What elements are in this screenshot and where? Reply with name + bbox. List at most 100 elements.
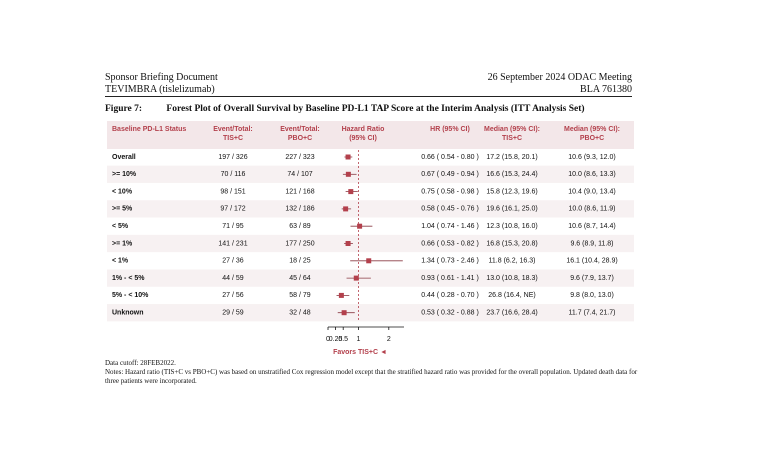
x-tick-label: 0 [326,336,330,343]
cell: 9.6 (7.9, 13.7) [570,275,614,282]
row-band [107,304,634,322]
cell: 0.66 ( 0.53 - 0.82 ) [421,240,479,247]
header-rule [105,96,632,97]
cell: 74 / 107 [287,171,312,178]
cell: 13.0 (10.8, 18.3) [486,275,537,282]
figure-label: Figure 7: [105,104,143,114]
cell: 97 / 172 [220,206,245,213]
cell: 44 / 59 [222,275,244,282]
cell: 10.0 (8.6, 13.3) [568,171,615,178]
cell: 11.7 (7.4, 21.7) [569,310,616,317]
x-tick-label: 2 [387,336,391,343]
cell: 10.6 (9.3, 12.0) [568,154,615,161]
cell: 17.2 (15.8, 20.1) [486,154,537,161]
cell: 45 / 64 [289,275,311,282]
cell: 98 / 151 [220,188,245,195]
column-header: Median (95% CI): [484,126,540,133]
header-right: 26 September 2024 ODAC Meeting BLA 76138… [488,72,632,96]
row-label: Overall [112,154,136,161]
cell: 19.6 (16.1, 25.0) [486,206,537,213]
row-label: 5% - < 10% [112,292,149,299]
column-header: Baseline PD-L1 Status [112,126,186,133]
row-label: < 1% [112,258,129,265]
hr-marker [353,275,359,281]
cell: 121 / 168 [285,188,314,195]
cell: 26.8 (16.4, NE) [488,292,535,299]
cell: 132 / 186 [285,206,314,213]
figure-title: Forest Plot of Overall Survival by Basel… [166,104,585,114]
hr-marker [338,292,344,298]
cell: 16.1 (10.4, 28.9) [566,258,617,265]
cell: 197 / 326 [218,154,247,161]
hr-marker [366,258,372,264]
cell: 227 / 323 [285,154,314,161]
cell: 32 / 48 [289,310,311,317]
hr-marker [341,310,347,316]
cell: 0.67 ( 0.49 - 0.94 ) [421,171,479,178]
cell: 10.6 (8.7, 14.4) [568,223,615,230]
hr-marker [357,223,363,229]
cell: 16.6 (15.3, 24.4) [486,171,537,178]
column-header: PBO+C [580,135,604,142]
cell: 10.0 (8.6, 11.9) [569,206,616,213]
header-text: BLA 761380 [580,84,632,95]
hr-marker [348,189,354,195]
header-text: Sponsor Briefing Document [105,72,218,83]
hr-marker [345,241,351,246]
row-label: < 10% [112,188,133,195]
cell: 0.44 ( 0.28 - 0.70 ) [421,292,479,299]
x-axis-label: Favors TIS+C ◄ [333,349,387,356]
cell: 63 / 89 [289,223,311,230]
cell: 0.53 ( 0.32 - 0.88 ) [421,310,479,317]
row-band [107,200,634,218]
x-tick-label: 1 [356,336,360,343]
column-header: PBO+C [288,135,312,142]
note: Notes: Hazard ratio (TIS+C vs PBO+C) was… [105,368,638,385]
cell: 16.8 (15.3, 20.8) [486,240,537,247]
column-header: Event/Total: [213,126,253,133]
cell: 27 / 36 [222,258,244,265]
cell: 70 / 116 [221,171,246,178]
row-label: Unknown [112,310,144,317]
figure-caption: Figure 7: Forest Plot of Overall Surviva… [105,104,585,114]
hr-marker [345,154,351,160]
cell: 58 / 79 [289,292,311,299]
cell: 23.7 (16.6, 28.4) [486,310,537,317]
row-band [107,234,634,253]
row-band [107,165,634,183]
cell: 1.04 ( 0.74 - 1.46 ) [421,223,479,230]
cell: 0.58 ( 0.45 - 0.76 ) [421,206,479,213]
cell: 15.8 (12.3, 19.6) [486,188,537,195]
column-header: Median (95% CI): [564,126,620,133]
header-text: 26 September 2024 ODAC Meeting [487,72,632,83]
cell: 12.3 (10.8, 16.0) [486,223,537,230]
column-header: HR (95% CI) [430,126,470,133]
column-header: TIS+C [502,135,522,142]
column-header: TIS+C [223,135,243,142]
cell: 71 / 95 [222,223,244,230]
cell: 0.75 ( 0.58 - 0.98 ) [421,188,479,195]
cell: 1.34 ( 0.73 - 2.46 ) [421,258,479,265]
column-header: Event/Total: [280,126,320,133]
hr-marker [345,171,351,177]
x-tick-label: 0.5 [338,336,348,343]
cell: 29 / 59 [222,310,244,317]
cell: 11.8 (6.2, 16.3) [489,258,536,265]
cell: 9.6 (8.9, 11.8) [570,240,613,247]
notes: Data cutoff: 28FEB2022. Notes: Hazard ra… [105,359,640,386]
cell: 10.4 (9.0, 13.4) [568,188,615,195]
header-text: TEVIMBRA (tislelizumab) [105,84,215,95]
cell: 9.8 (8.0, 13.0) [570,292,614,299]
cell: 18 / 25 [289,258,311,265]
row-label: 1% - < 5% [112,275,145,282]
header-band [107,121,634,149]
cell: 0.93 ( 0.61 - 1.41 ) [421,275,479,282]
column-header: (95% CI) [349,135,377,142]
cell: 177 / 250 [285,240,314,247]
note: Data cutoff: 28FEB2022. [105,359,176,367]
hr-marker [343,206,349,212]
row-label: >= 1% [112,240,133,247]
row-label: >= 10% [112,171,137,178]
